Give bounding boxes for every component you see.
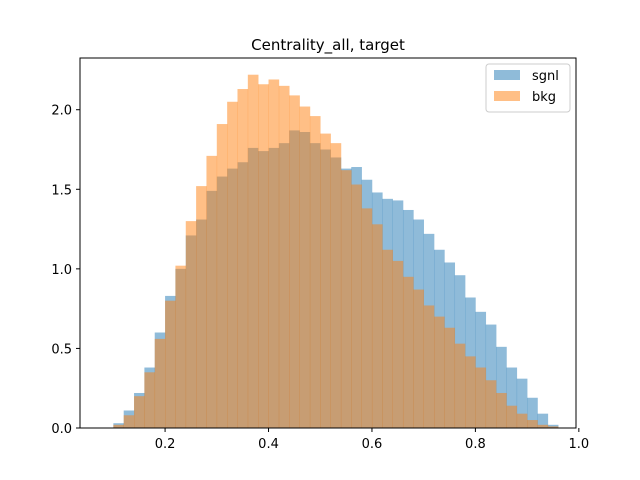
y-tick-label: 1.0 (51, 263, 72, 278)
bkg-bar (423, 305, 435, 428)
bkg-bar (444, 327, 456, 428)
legend: sgnl bkg (485, 63, 571, 113)
bkg-bar (237, 89, 249, 428)
x-tick-label: 0.2 (155, 437, 176, 452)
bkg-bar (496, 392, 507, 428)
bkg-bar (361, 208, 373, 428)
bkg-bar (382, 249, 393, 428)
series-bkg (113, 74, 559, 429)
sgnl-bar (527, 397, 538, 428)
bkg-bar (340, 170, 352, 428)
sgnl-bar (485, 324, 497, 428)
bars-layer (113, 74, 559, 429)
bkg-bar (216, 124, 228, 429)
bkg-bar (392, 260, 404, 428)
bkg-bar (537, 424, 549, 428)
y-tick-label: 1.5 (51, 183, 72, 198)
bkg-bar (413, 289, 424, 428)
bkg-bar (144, 372, 156, 428)
bkg-bar (123, 415, 135, 428)
x-tick-label: 0.4 (258, 437, 279, 452)
bkg-bar (434, 316, 445, 428)
x-axis: 0.2 0.4 0.6 0.8 1.0 (155, 428, 589, 452)
y-tick-label: 0.5 (51, 342, 72, 357)
bkg-bar (258, 84, 269, 429)
bkg-bar (516, 413, 528, 428)
bkg-bar (309, 116, 321, 428)
bkg-bar (268, 79, 280, 428)
bkg-bar (227, 101, 238, 429)
bkg-bar (134, 396, 145, 428)
bkg-bar (330, 143, 342, 429)
bkg-bar (547, 426, 559, 428)
bkg-bar (154, 338, 166, 428)
legend-swatch-bkg (494, 91, 520, 101)
bkg-bar (278, 85, 290, 429)
bkg-bar (527, 420, 538, 428)
sgnl-bar (516, 378, 528, 428)
chart-title: Centrality_all, target (251, 36, 405, 55)
legend-label-bkg: bkg (532, 90, 556, 105)
bkg-bar (247, 74, 259, 428)
x-tick-label: 1.0 (569, 437, 590, 452)
bkg-bar (289, 95, 300, 428)
bkg-bar (485, 380, 497, 428)
bkg-bar (320, 133, 331, 428)
bkg-bar (165, 300, 176, 428)
bkg-bar (185, 221, 197, 428)
bkg-bar (475, 367, 487, 428)
bkg-bar (402, 276, 414, 428)
legend-swatch-sgnl (494, 70, 520, 80)
legend-label-sgnl: sgnl (532, 69, 559, 84)
sgnl-bar (506, 367, 518, 428)
bkg-bar (454, 343, 466, 428)
y-axis: 0.0 0.5 1.0 1.5 2.0 (51, 104, 80, 437)
bkg-bar (506, 405, 518, 428)
sgnl-bar (537, 413, 549, 428)
bkg-bar (465, 356, 476, 428)
plot-frame (79, 57, 577, 429)
bkg-bar (371, 224, 383, 428)
bkg-bar (113, 424, 125, 428)
sgnl-bar (496, 346, 507, 428)
bkg-bar (206, 155, 218, 428)
bkg-bar (299, 106, 311, 429)
bkg-bar (196, 186, 207, 428)
x-tick-label: 0.6 (362, 437, 383, 452)
bkg-bar (175, 265, 187, 428)
y-tick-label: 0.0 (51, 422, 72, 437)
y-tick-label: 2.0 (51, 104, 72, 119)
x-tick-label: 0.8 (465, 437, 486, 452)
bkg-bar (351, 184, 362, 428)
